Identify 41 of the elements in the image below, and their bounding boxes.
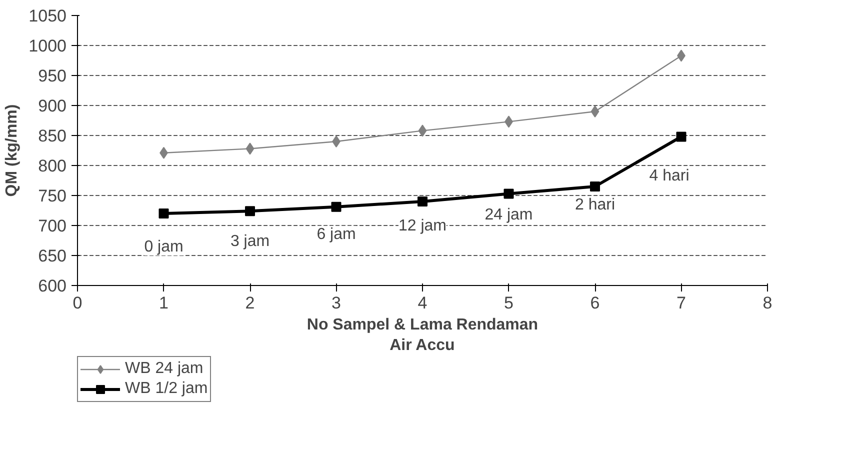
x-tick-label: 1 bbox=[159, 294, 168, 312]
x-axis-title: No Sampel & Lama Rendaman Air Accu bbox=[306, 316, 538, 354]
legend-label: WB 1/2 jam bbox=[125, 380, 208, 398]
point bbox=[332, 136, 340, 148]
annotation: 24 jam bbox=[484, 206, 533, 224]
annotation: 12 jam bbox=[398, 218, 447, 234]
point bbox=[418, 196, 428, 206]
point bbox=[245, 206, 255, 216]
annotation: 4 hari bbox=[649, 168, 690, 185]
annotation: 2 hari bbox=[574, 196, 616, 214]
y-axis-title: QM (kg/mm) bbox=[4, 104, 21, 197]
point bbox=[158, 208, 169, 218]
legend-label: WB 24 jam bbox=[125, 360, 204, 378]
y-tick-label: 1000 bbox=[28, 36, 67, 56]
x-tick-label: 4 bbox=[418, 294, 428, 312]
x-tick-label: 0 bbox=[72, 294, 82, 312]
point bbox=[676, 132, 686, 142]
point bbox=[590, 182, 600, 192]
x-tick-label: 3 bbox=[332, 294, 341, 312]
annotation: 3 jam bbox=[230, 233, 270, 250]
y-tick-label: 1050 bbox=[28, 6, 67, 26]
y-tick-label: 900 bbox=[38, 96, 67, 116]
y-tick-label: 950 bbox=[38, 66, 67, 86]
y-tick-label: 800 bbox=[38, 156, 67, 176]
y-tick-label: 750 bbox=[38, 186, 67, 206]
x-tick-label: 7 bbox=[676, 294, 686, 312]
x-tick-label: 6 bbox=[590, 294, 600, 312]
y-tick-label: 650 bbox=[38, 246, 67, 266]
annotation: 6 jam bbox=[316, 226, 356, 243]
point bbox=[590, 106, 600, 118]
annotation: 0 jam bbox=[144, 238, 184, 256]
point bbox=[331, 202, 342, 212]
x-tick-label: 5 bbox=[504, 294, 514, 312]
y-tick-label: 850 bbox=[38, 126, 67, 146]
point bbox=[418, 124, 427, 137]
point bbox=[246, 142, 254, 155]
y-tick-label: 600 bbox=[38, 276, 67, 296]
point bbox=[504, 188, 514, 199]
x-tick-label: 8 bbox=[762, 294, 772, 312]
y-tick-label: 700 bbox=[38, 216, 67, 236]
x-tick-label: 2 bbox=[245, 294, 255, 312]
